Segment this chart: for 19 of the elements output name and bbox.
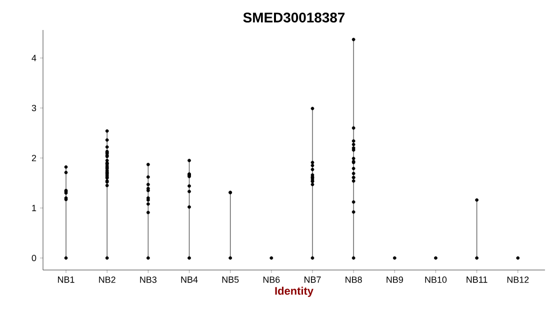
x-tick-label: NB8 <box>346 276 362 283</box>
x-tick-label: NB11 <box>466 276 488 283</box>
x-tick-label: NB4 <box>181 276 198 283</box>
y-tick-label: 1 <box>32 204 36 212</box>
y-tick-label: 0 <box>32 254 36 262</box>
chart-title: SMED30018387 <box>243 12 345 23</box>
x-tick-label: NB9 <box>386 276 403 283</box>
x-tick-label: NB5 <box>222 276 239 283</box>
y-tick-label: 3 <box>32 104 36 112</box>
x-axis-title: Identity <box>275 286 314 297</box>
x-tick-label: NB3 <box>140 276 156 283</box>
x-tick-label: NB12 <box>507 276 529 283</box>
x-tick-label: NB7 <box>304 276 321 283</box>
y-tick-label: 2 <box>32 154 36 162</box>
x-tick-label: NB6 <box>263 276 280 283</box>
x-tick-label: NB2 <box>99 276 116 283</box>
x-tick-label: NB1 <box>58 276 74 283</box>
x-tick-label: NB10 <box>425 276 447 283</box>
y-tick-label: 4 <box>32 54 36 62</box>
